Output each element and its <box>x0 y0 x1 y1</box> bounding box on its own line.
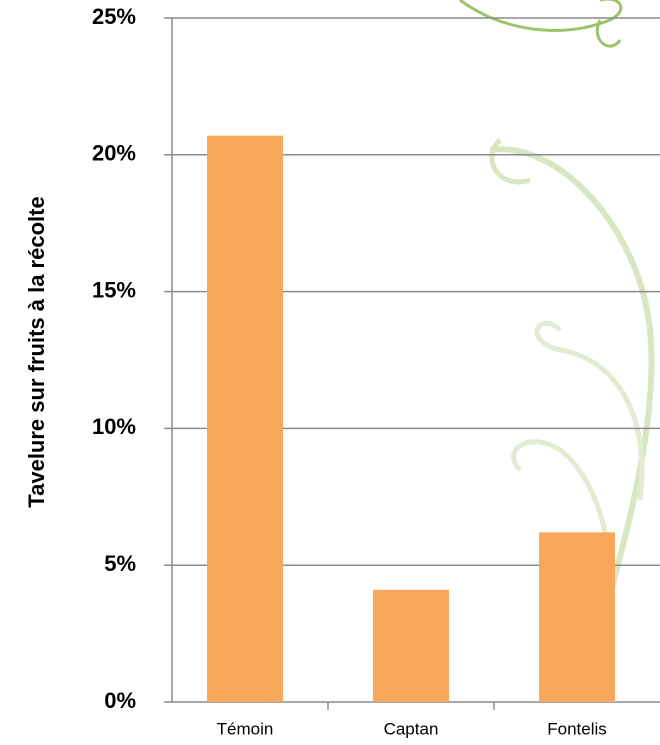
y-tick-label: 15% <box>92 277 136 302</box>
x-tick-label: Témoin <box>217 719 274 738</box>
y-axis-title: Tavelure sur fruits à la récolte <box>24 196 49 507</box>
y-tick-label: 0% <box>104 688 136 713</box>
y-tick-label: 10% <box>92 414 136 439</box>
y-tick-label: 5% <box>104 551 136 576</box>
bar <box>539 532 615 702</box>
x-tick-label: Fontelis <box>547 719 607 738</box>
y-tick-label: 20% <box>92 141 136 166</box>
bar <box>207 135 283 702</box>
y-tick-label: 25% <box>92 4 136 29</box>
x-tick-label: Captan <box>384 719 439 738</box>
bar <box>373 589 449 702</box>
